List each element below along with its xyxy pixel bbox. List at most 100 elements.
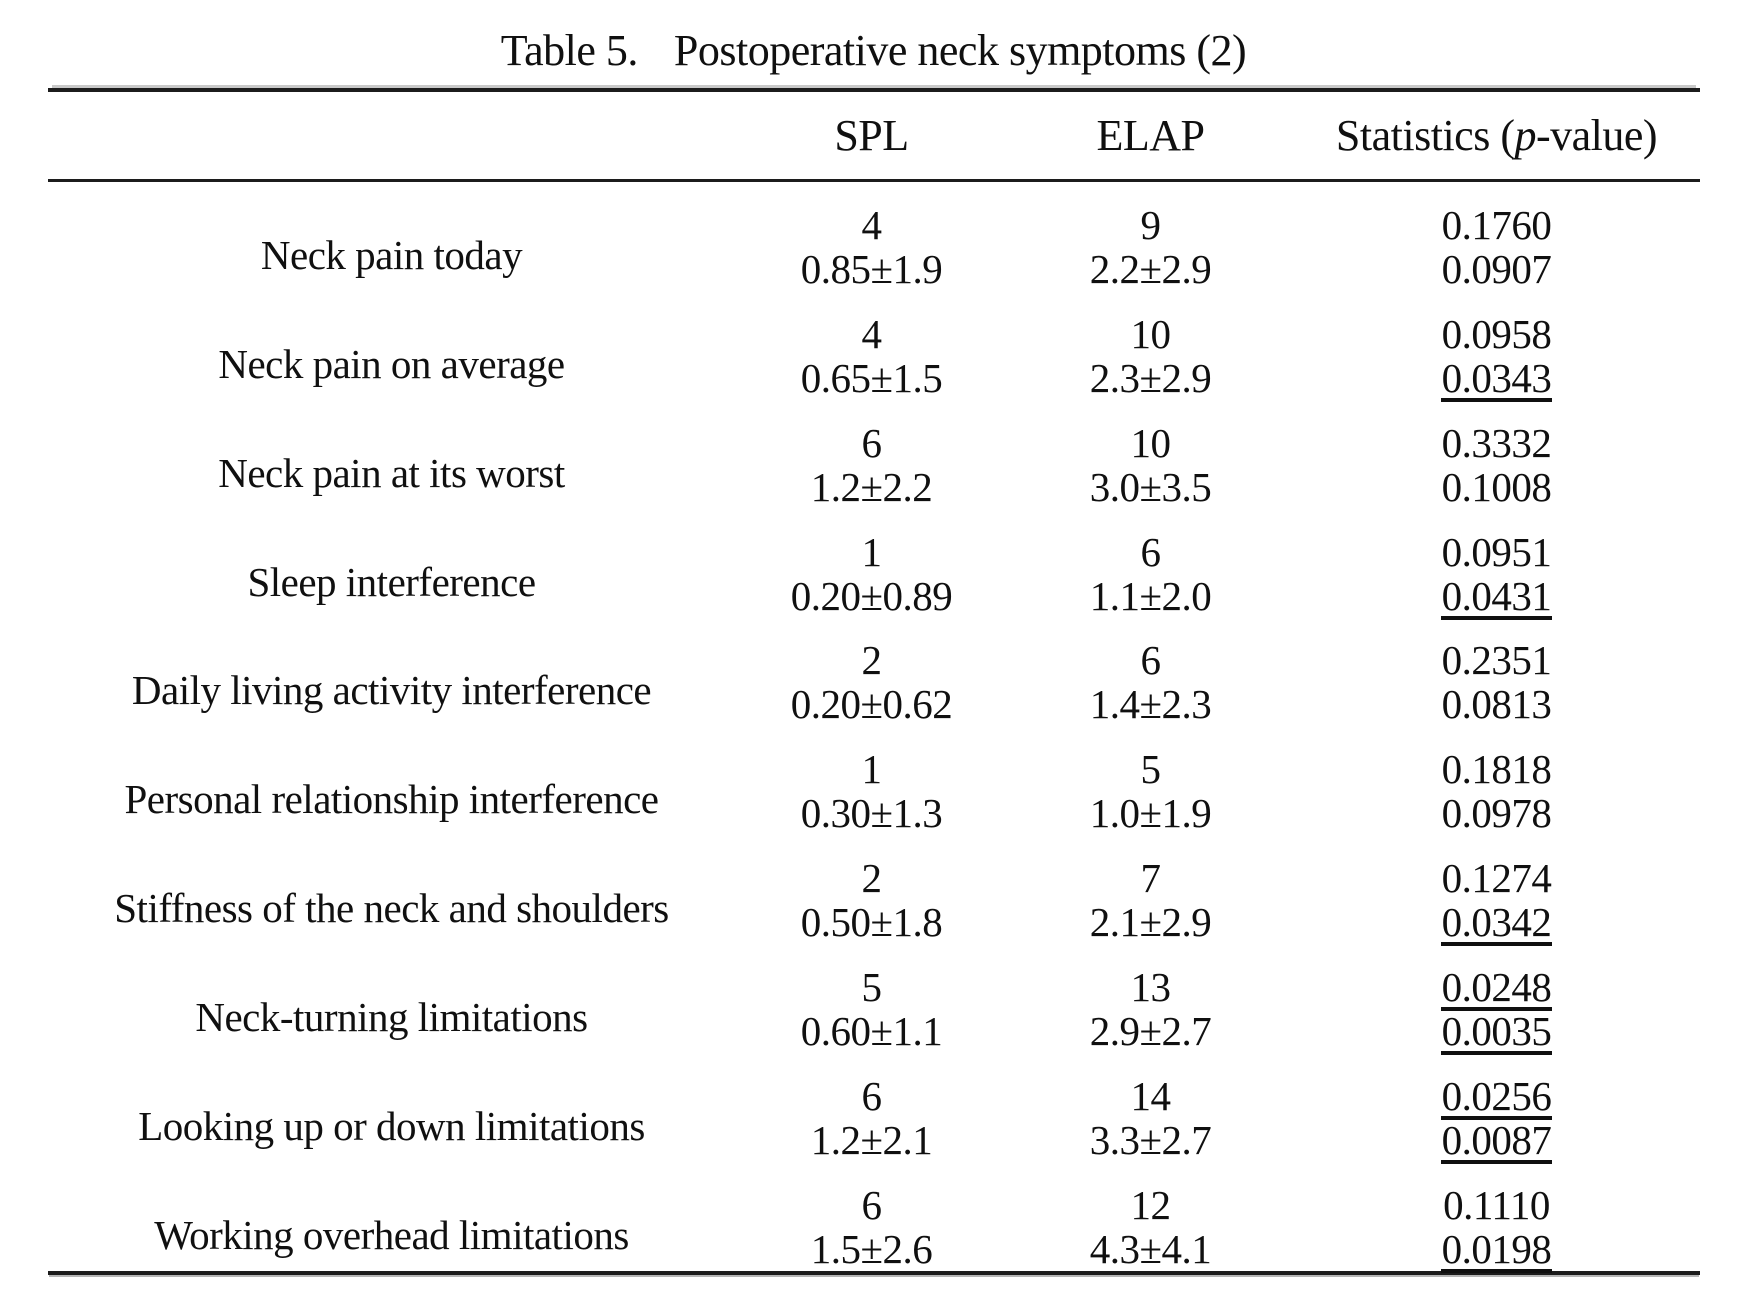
table-row: Neck pain on average 4 0.65±1.5 10 2.3±2.9 0.… [48,291,1700,402]
spl-mean-sd: 0.30±1.3 [800,790,943,837]
statistics-cell: 0.2351 0.0813 [1293,618,1700,728]
row-label: Neck-turning limitations [195,994,588,1041]
spl-count: 1 [861,746,883,793]
p-value-1: 0.0951 [1441,528,1552,575]
statistics-cell: 0.0248 0.0035 [1293,944,1700,1056]
statistics-cell: 0.1818 0.0978 [1293,726,1700,835]
elap-mean-sd: 2.2±2.9 [1089,245,1212,292]
spl-mean-sd: 1.2±2.2 [810,463,933,510]
p-value-2: 0.0087 [1440,1117,1553,1165]
elap-count: 6 [1140,528,1162,575]
table-row: Neck pain today 4 0.85±1.9 9 2.2±2.9 0.1760 0.… [48,182,1700,291]
p-value-1: 0.1274 [1441,855,1552,902]
spl-count: 6 [861,1181,883,1228]
elap-cell: 10 3.0±3.5 [1008,400,1293,509]
p-value-2: 0.0342 [1440,899,1553,947]
spl-count: 4 [861,201,883,248]
spl-count: 4 [861,310,883,357]
spl-cell: 4 0.65±1.5 [735,291,1008,400]
table-row: Personal relationship interference 1 0.30±… [48,726,1700,835]
elap-count: 10 [1130,310,1172,357]
elap-count: 6 [1140,637,1162,684]
table-row: Daily living activity interference 2 0.20±… [48,618,1700,728]
table-row: Stiffness of the neck and shoulders 2 0.50… [48,835,1700,947]
column-header-spl: SPL [834,111,909,160]
table-row: Working overhead limitations 6 1.5±2.6 12 4.… [48,1162,1700,1273]
p-value-1: 0.1110 [1443,1181,1550,1228]
p-value-1: 0.0248 [1440,964,1553,1012]
p-value-2: 0.0813 [1441,681,1552,728]
elap-mean-sd: 2.9±2.7 [1089,1008,1212,1055]
elap-count: 9 [1140,201,1162,248]
table-body: Neck pain today 4 0.85±1.9 9 2.2±2.9 0.1760 0.… [48,182,1700,1273]
elap-cell: 6 1.1±2.0 [1008,509,1293,618]
spl-mean-sd: 0.60±1.1 [800,1008,943,1055]
p-value-1: 0.0256 [1440,1073,1553,1121]
table-row: Neck-turning limitations 5 0.60±1.1 13 2.9±2… [48,944,1700,1056]
p-value-2: 0.0035 [1440,1008,1553,1056]
spl-mean-sd: 0.65±1.5 [800,354,943,401]
table-row: Neck pain at its worst 6 1.2±2.2 10 3.0±3.5 0… [48,400,1700,509]
spl-mean-sd: 1.5±2.6 [810,1225,933,1272]
elap-mean-sd: 1.4±2.3 [1089,681,1212,728]
spl-count: 2 [861,855,883,902]
p-value-1: 0.3332 [1441,419,1552,466]
spl-mean-sd: 0.20±0.89 [790,572,953,619]
elap-count: 13 [1130,964,1172,1011]
row-label: Working overhead limitations [154,1211,629,1258]
statistics-cell: 0.1760 0.0907 [1293,182,1700,291]
statistics-cell: 0.0951 0.0431 [1293,509,1700,620]
spl-count: 6 [861,1073,883,1120]
elap-cell: 9 2.2±2.9 [1008,182,1293,291]
spl-cell: 4 0.85±1.9 [735,182,1008,291]
statistics-cell: 0.0256 0.0087 [1293,1053,1700,1165]
elap-mean-sd: 1.1±2.0 [1089,572,1212,619]
elap-cell: 13 2.9±2.7 [1008,944,1293,1053]
row-label: Daily living activity interference [131,667,652,714]
row-label: Stiffness of the neck and shoulders [114,885,669,932]
spl-cell: 5 0.60±1.1 [735,944,1008,1053]
elap-cell: 10 2.3±2.9 [1008,291,1293,400]
elap-count: 10 [1130,419,1172,466]
p-value-1: 0.1760 [1441,201,1552,248]
p-value-1: 0.2351 [1441,637,1552,684]
column-header-statistics: Statistics (p-value) [1293,110,1700,161]
elap-mean-sd: 1.0±1.9 [1089,790,1212,837]
p-value-2: 0.0198 [1440,1225,1553,1273]
elap-count: 5 [1140,746,1162,793]
spl-cell: 1 0.20±0.89 [735,509,1008,618]
spl-mean-sd: 0.85±1.9 [800,245,943,292]
row-label: Looking up or down limitations [138,1103,645,1150]
statistics-cell: 0.3332 0.1008 [1293,400,1700,509]
p-value-1: 0.0958 [1441,310,1552,357]
elap-mean-sd: 2.1±2.9 [1089,899,1212,946]
p-value-2: 0.0978 [1441,790,1552,837]
p-value-2: 0.0343 [1440,354,1553,402]
row-label: Sleep interference [247,558,536,605]
elap-cell: 6 1.4±2.3 [1008,618,1293,728]
table-number: Table 5. [500,26,639,75]
elap-cell: 5 1.0±1.9 [1008,726,1293,835]
elap-mean-sd: 3.0±3.5 [1089,463,1212,510]
statistics-label-pre: Statistics ( [1335,111,1515,160]
p-value-1: 0.1818 [1441,746,1552,793]
elap-cell: 14 3.3±2.7 [1008,1053,1293,1162]
elap-count: 14 [1130,1073,1172,1120]
p-value-2: 0.0907 [1441,245,1552,292]
p-value-2: 0.1008 [1441,463,1552,510]
column-header-elap: ELAP [1096,111,1206,160]
spl-count: 5 [861,964,883,1011]
statistics-cell: 0.0958 0.0343 [1293,291,1700,402]
elap-mean-sd: 4.3±4.1 [1089,1225,1212,1272]
spl-cell: 2 0.20±0.62 [735,618,1008,728]
spl-count: 6 [861,419,883,466]
elap-count: 12 [1130,1181,1172,1228]
table-row: Sleep interference 1 0.20±0.89 6 1.1±2.0 0.09… [48,509,1700,620]
row-label: Neck pain at its worst [218,449,565,496]
spl-mean-sd: 0.20±0.62 [790,681,953,728]
elap-cell: 7 2.1±2.9 [1008,835,1293,944]
elap-count: 7 [1140,855,1162,902]
table-header-row: SPL ELAP Statistics (p-value) [48,92,1700,182]
p-value-2: 0.0431 [1440,572,1553,620]
